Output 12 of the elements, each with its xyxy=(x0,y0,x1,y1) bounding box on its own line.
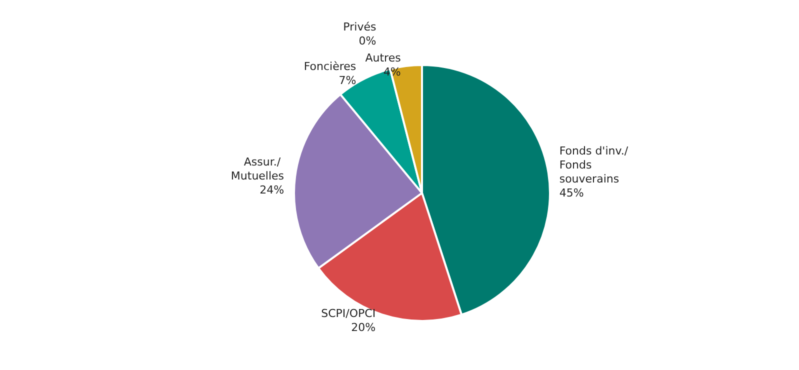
data-label: 20% xyxy=(351,320,376,334)
slice-label: SCPI/OPCI xyxy=(321,306,376,320)
data-label: 4% xyxy=(383,66,401,79)
slice-label: Fonds d'inv./Fonds souverains xyxy=(559,144,628,186)
data-label: 7% xyxy=(338,74,356,88)
slice-label: Assur./ Mutuelles xyxy=(230,156,284,183)
slice-label: Autres xyxy=(365,52,402,65)
data-label: 24% xyxy=(260,184,284,197)
slice-label: Foncières xyxy=(304,60,356,74)
text: 0% xyxy=(358,34,376,48)
category-label: Privés xyxy=(343,20,376,34)
data-label: 45% xyxy=(559,186,584,200)
